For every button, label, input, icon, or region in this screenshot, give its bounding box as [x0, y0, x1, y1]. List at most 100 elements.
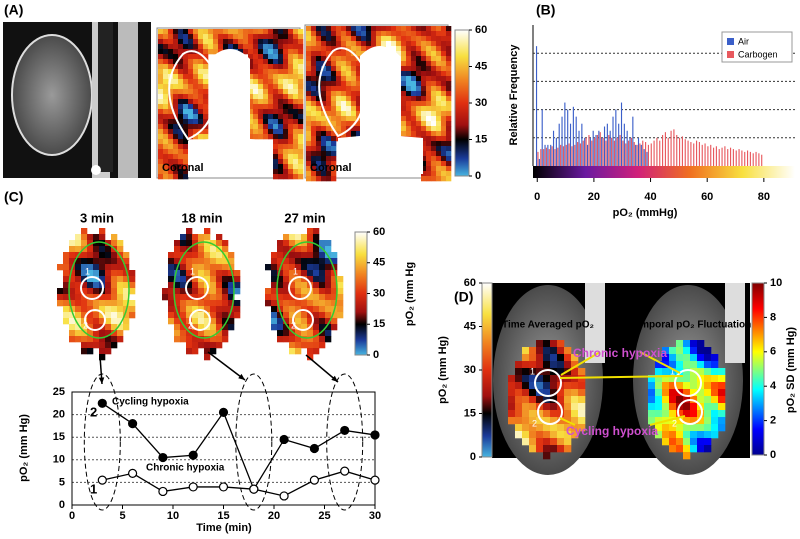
heatmap-cell	[676, 431, 684, 439]
heatmap-cell	[168, 49, 174, 55]
heatmap-cell	[366, 31, 372, 37]
heatmap-cell	[441, 86, 447, 92]
heatmap-cell	[213, 34, 219, 40]
heatmap-cell	[683, 403, 691, 411]
heatmap-cell	[268, 69, 274, 75]
heatmap-cell	[168, 306, 175, 313]
heatmap-cell	[258, 79, 264, 85]
heatmap-cell	[441, 71, 447, 77]
heatmap-cell	[301, 300, 308, 307]
heatmap-cell	[293, 129, 299, 135]
heatmap-cell	[326, 51, 332, 57]
heatmap-cell	[283, 134, 289, 140]
heatmap-cell	[243, 39, 249, 45]
heatmap-cell	[278, 124, 284, 130]
heatmap-cell	[168, 144, 174, 150]
heatmap-cell	[204, 330, 211, 337]
heatmap-cell	[99, 252, 106, 259]
heatmap-cell	[321, 81, 327, 87]
heatmap-cell	[263, 59, 269, 65]
heatmap-cell	[321, 51, 327, 57]
heatmap-cell	[129, 306, 136, 313]
heatmap-cell	[326, 46, 332, 52]
heatmap-cell	[168, 124, 174, 130]
heatmap-cell	[168, 276, 175, 283]
heatmap-cell	[325, 312, 332, 319]
heatmap-cell	[238, 29, 244, 35]
data-point	[97, 475, 107, 485]
heatmap-cell	[662, 431, 670, 439]
heatmap-cell	[321, 131, 327, 137]
heatmap-cell	[117, 312, 124, 319]
heatmap-cell	[336, 86, 342, 92]
heatmap-cell	[198, 288, 205, 295]
heatmap-cell	[258, 109, 264, 115]
heatmap-cell	[311, 101, 317, 107]
data-point	[218, 482, 229, 492]
heatmap-cell	[337, 312, 344, 319]
heatmap-cell	[319, 264, 326, 271]
heatmap-cell	[416, 116, 422, 122]
colorbar-tick-label: 60	[475, 24, 487, 36]
heatmap-cell	[288, 84, 294, 90]
heatmap-cell	[543, 389, 551, 397]
heatmap-cell	[123, 288, 130, 295]
heatmap-cell	[295, 294, 302, 301]
heatmap-cell	[361, 41, 367, 47]
heatmap-cell	[204, 318, 211, 325]
heatmap-cell	[543, 424, 551, 432]
heatmap-cell	[253, 129, 259, 135]
heatmap-cell	[283, 306, 290, 313]
heatmap-cell	[188, 39, 194, 45]
heatmap-cell	[543, 445, 551, 453]
heatmap-cell	[198, 89, 204, 95]
heatmap-cell	[307, 336, 314, 343]
heatmap-cell	[81, 228, 88, 235]
heatmap-cell	[183, 154, 189, 160]
heatmap-cell	[676, 445, 684, 453]
heatmap-cell	[683, 340, 691, 348]
heatmap-cell	[158, 139, 164, 145]
y-tick-label: 25	[53, 386, 65, 398]
heatmap-cell	[522, 403, 530, 411]
heatmap-cell	[697, 354, 705, 362]
heatmap-cell	[173, 69, 179, 75]
heatmap-cell	[203, 94, 209, 100]
heatmap-cell	[648, 375, 656, 383]
heatmap-cell	[401, 71, 407, 77]
heatmap-cell	[158, 129, 164, 135]
heatmap-cell	[336, 41, 342, 47]
heatmap-cell	[277, 282, 284, 289]
heatmap-cell	[529, 403, 537, 411]
heatmap-cell	[178, 79, 184, 85]
heatmap-cell	[203, 44, 209, 50]
heatmap-cell	[183, 79, 189, 85]
heatmap-cell	[117, 258, 124, 265]
heatmap-cell	[198, 44, 204, 50]
heatmap-cell	[238, 39, 244, 45]
heatmap-cell	[411, 36, 417, 42]
heatmap-cell	[426, 36, 432, 42]
heatmap-cell	[298, 169, 304, 175]
heatmap-cell	[411, 71, 417, 77]
heatmap-cell	[193, 94, 199, 100]
heatmap-cell	[198, 64, 204, 70]
x-tick-label: 0	[69, 510, 75, 522]
heatmap-cell	[263, 124, 269, 130]
heatmap-cell	[210, 324, 217, 331]
heatmap-cell	[111, 330, 118, 337]
heatmap-cell	[331, 111, 337, 117]
heatmap-cell	[331, 288, 338, 295]
heatmap-cell	[536, 438, 544, 446]
roi-label: 1	[530, 366, 535, 376]
histogram-bar	[637, 137, 640, 166]
heatmap-cell	[186, 288, 193, 295]
heatmap-cell	[336, 31, 342, 37]
heatmap-cell	[331, 258, 338, 265]
heatmap-cell	[268, 44, 274, 50]
heatmap-cell	[123, 270, 130, 277]
heatmap-cell	[158, 49, 164, 55]
heatmap-cell	[198, 264, 205, 271]
heatmap-cell	[690, 438, 698, 446]
heatmap-cell	[331, 176, 337, 182]
